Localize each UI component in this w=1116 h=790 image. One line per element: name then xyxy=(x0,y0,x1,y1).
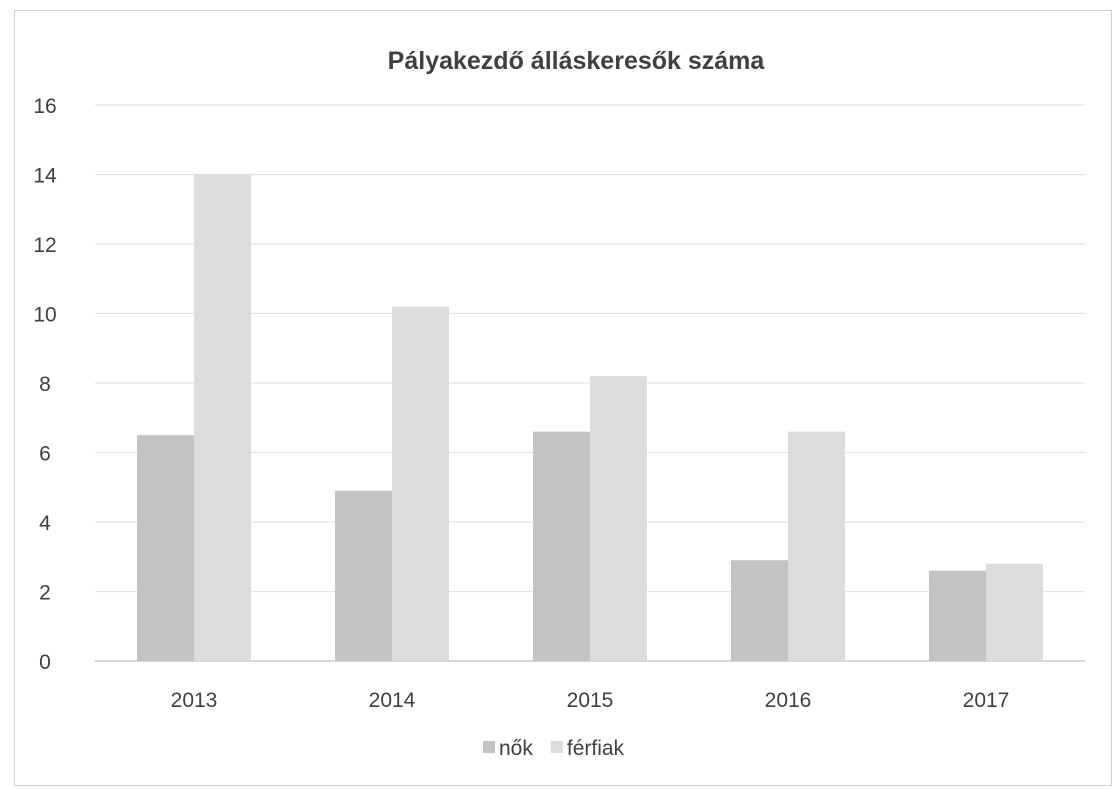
x-tick-label: 2015 xyxy=(567,689,614,712)
y-tick-label: 10 xyxy=(33,304,56,327)
y-tick-label: 14 xyxy=(33,165,57,188)
legend-swatch xyxy=(483,741,495,753)
bar-ferfiak-2017 xyxy=(986,563,1043,661)
x-axis-ticks: 2013 2014 2015 2016 2017 xyxy=(171,689,1010,712)
bar-nok-2016 xyxy=(731,560,788,661)
x-tick-label: 2013 xyxy=(171,689,218,712)
bar-nok-2015 xyxy=(533,431,590,661)
bar-nok-2014 xyxy=(335,490,392,661)
y-tick-label: 4 xyxy=(39,512,51,535)
bar-ferfiak-2016 xyxy=(788,431,845,661)
y-tick-label: 8 xyxy=(39,373,51,396)
bars xyxy=(137,174,1043,661)
bar-ferfiak-2015 xyxy=(590,376,647,661)
bar-nok-2017 xyxy=(929,570,986,661)
bar-nok-2013 xyxy=(137,435,194,661)
x-tick-label: 2017 xyxy=(963,689,1010,712)
y-tick-label: 16 xyxy=(33,95,56,118)
y-tick-label: 0 xyxy=(39,651,51,674)
bar-ferfiak-2014 xyxy=(392,306,449,661)
legend-swatch xyxy=(550,741,563,753)
y-tick-label: 12 xyxy=(33,234,56,257)
bar-ferfiak-2013 xyxy=(194,174,251,661)
y-tick-label: 6 xyxy=(39,443,51,466)
y-axis-ticks: 0 2 4 6 8 10 12 14 16 xyxy=(33,95,57,674)
legend-label: nők xyxy=(499,737,533,760)
bar-chart: Pályakezdő álláskeresők száma 0 2 4 6 8 10 12 1… xyxy=(33,47,1085,760)
legend-label: férfiak xyxy=(567,737,625,760)
x-tick-label: 2014 xyxy=(369,689,416,712)
chart-frame: Pályakezdő álláskeresők száma 0 2 4 6 8 10 12 1… xyxy=(14,10,1112,786)
legend: nők férfiak xyxy=(483,737,625,760)
y-tick-label: 2 xyxy=(39,582,51,605)
chart-title: Pályakezdő álláskeresők száma xyxy=(388,47,766,75)
x-tick-label: 2016 xyxy=(765,689,812,712)
